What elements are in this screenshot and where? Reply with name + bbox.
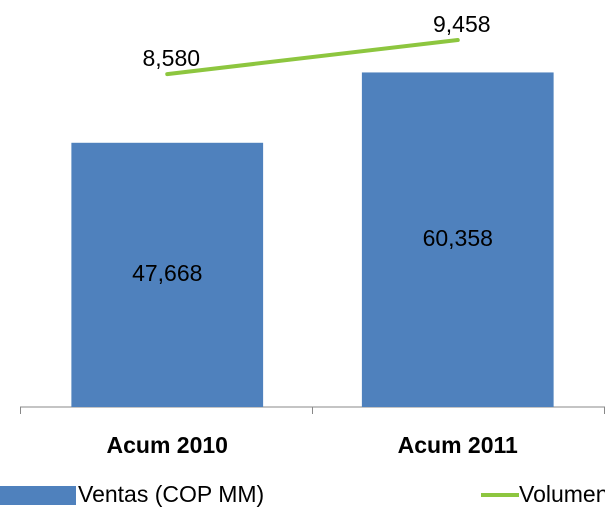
data-label: 8,580	[142, 45, 200, 71]
data-label: 60,358	[423, 225, 493, 251]
data-label: 9,458	[433, 11, 491, 37]
x-tick-label: Acum 2010	[107, 432, 228, 458]
data-label: 47,668	[132, 260, 202, 286]
legend-label: Volumen (Ton)	[519, 481, 605, 507]
bar	[361, 72, 554, 408]
x-tick-label: Acum 2011	[398, 432, 518, 458]
bar	[71, 142, 264, 407]
line	[165, 38, 460, 77]
legend-label: Ventas (COP MM)	[78, 481, 264, 507]
legend-swatch	[0, 486, 76, 505]
